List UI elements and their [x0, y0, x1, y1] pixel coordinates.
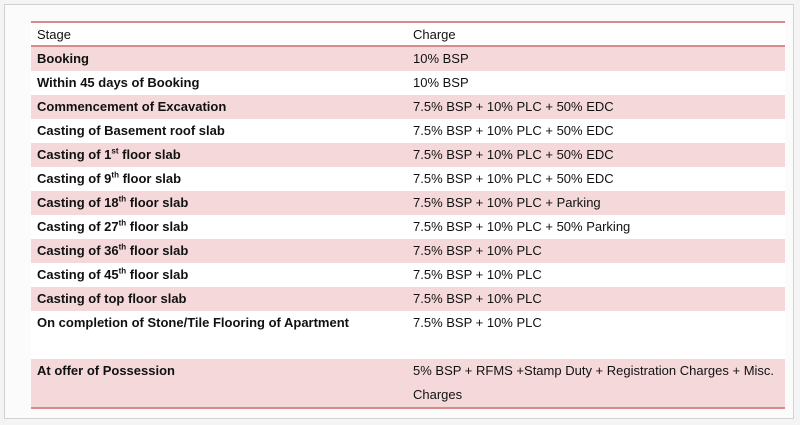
stage-text: Casting of Basement roof slab: [37, 123, 225, 138]
charge-cell: 7.5% BSP + 10% PLC: [413, 243, 542, 258]
header-stage: Stage: [37, 27, 71, 42]
stage-cell: Casting of 9th floor slab: [31, 167, 409, 191]
stage-text: Casting of 9: [37, 171, 112, 186]
charge-cell: 10% BSP: [413, 51, 469, 66]
table-row: Casting of 45th floor slab 7.5% BSP + 10…: [31, 263, 785, 287]
header-charge: Charge: [413, 27, 456, 42]
table-row: On completion of Stone/Tile Flooring of …: [31, 311, 785, 359]
stage-suffix: floor slab: [118, 147, 181, 162]
stage-cell: Commencement of Excavation: [31, 95, 409, 119]
payment-plan-table: Stage Charge Booking 10% BSP Within 45 d…: [31, 21, 785, 409]
table-row: Within 45 days of Booking 10% BSP: [31, 71, 785, 95]
stage-suffix: floor slab: [126, 267, 189, 282]
table-row: Casting of 27th floor slab 7.5% BSP + 10…: [31, 215, 785, 239]
stage-text: Casting of 27: [37, 219, 119, 234]
stage-cell: On completion of Stone/Tile Flooring of …: [31, 311, 409, 335]
stage-cell: Casting of 18th floor slab: [31, 191, 409, 215]
table-row: Casting of 36th floor slab 7.5% BSP + 10…: [31, 239, 785, 263]
table-row: Booking 10% BSP: [31, 47, 785, 71]
charge-cell: 10% BSP: [413, 75, 469, 90]
stage-text: On completion of Stone/Tile Flooring of …: [37, 315, 349, 330]
stage-text: Casting of top floor slab: [37, 291, 187, 306]
table-row: Commencement of Excavation 7.5% BSP + 10…: [31, 95, 785, 119]
charge-cell: 7.5% BSP + 10% PLC + Parking: [413, 195, 601, 210]
stage-suffix: floor slab: [118, 171, 182, 186]
document-frame: Stage Charge Booking 10% BSP Within 45 d…: [4, 4, 794, 419]
ordinal-suffix: th: [118, 242, 127, 252]
stage-cell: Casting of top floor slab: [31, 287, 409, 311]
stage-text: Casting of 45: [37, 267, 119, 282]
charge-cell: 7.5% BSP + 10% PLC: [413, 315, 542, 330]
charge-cell: 7.5% BSP + 10% PLC: [413, 291, 542, 306]
charge-cell: 7.5% BSP + 10% PLC: [413, 267, 542, 282]
stage-text: Booking: [37, 51, 89, 66]
charge-cell: 7.5% BSP + 10% PLC + 50% EDC: [413, 123, 614, 138]
charge-cell: 7.5% BSP + 10% PLC + 50% EDC: [413, 171, 614, 186]
charge-cell: 5% BSP + RFMS +Stamp Duty + Registration…: [413, 363, 775, 402]
table-row: Casting of top floor slab 7.5% BSP + 10%…: [31, 287, 785, 311]
stage-text: At offer of Possession: [37, 363, 175, 378]
table-header-row: Stage Charge: [31, 23, 785, 47]
stage-text: Commencement of Excavation: [37, 99, 227, 114]
stage-cell: Within 45 days of Booking: [31, 71, 409, 95]
table-row: At offer of Possession 5% BSP + RFMS +St…: [31, 359, 785, 407]
stage-suffix: floor slab: [126, 243, 189, 258]
charge-cell: 7.5% BSP + 10% PLC + 50% Parking: [413, 219, 631, 234]
charge-cell: 7.5% BSP + 10% PLC + 50% EDC: [413, 147, 614, 162]
table-row: Casting of 1st floor slab 7.5% BSP + 10%…: [31, 143, 785, 167]
stage-suffix: floor slab: [126, 219, 189, 234]
stage-cell: Casting of 1st floor slab: [31, 143, 409, 167]
ordinal-suffix: th: [111, 170, 119, 180]
stage-cell: Casting of Basement roof slab: [31, 119, 409, 143]
table-row: Casting of 18th floor slab 7.5% BSP + 10…: [31, 191, 785, 215]
stage-suffix: floor slab: [126, 195, 189, 210]
stage-cell: Casting of 36th floor slab: [31, 239, 409, 263]
stage-cell: Casting of 45th floor slab: [31, 263, 409, 287]
stage-cell: At offer of Possession: [31, 359, 409, 383]
stage-text: Casting of 18: [37, 195, 119, 210]
table-row: Casting of 9th floor slab 7.5% BSP + 10%…: [31, 167, 785, 191]
ordinal-suffix: th: [118, 218, 127, 228]
stage-text: Casting of 1: [37, 147, 112, 162]
stage-text: Casting of 36: [37, 243, 119, 258]
stage-cell: Booking: [31, 47, 409, 71]
charge-cell: 7.5% BSP + 10% PLC + 50% EDC: [413, 99, 614, 114]
ordinal-suffix: st: [111, 146, 119, 156]
table-row: Casting of Basement roof slab 7.5% BSP +…: [31, 119, 785, 143]
stage-text: Within 45 days of Booking: [37, 75, 200, 90]
ordinal-suffix: th: [118, 266, 127, 276]
ordinal-suffix: th: [118, 194, 127, 204]
stage-cell: Casting of 27th floor slab: [31, 215, 409, 239]
